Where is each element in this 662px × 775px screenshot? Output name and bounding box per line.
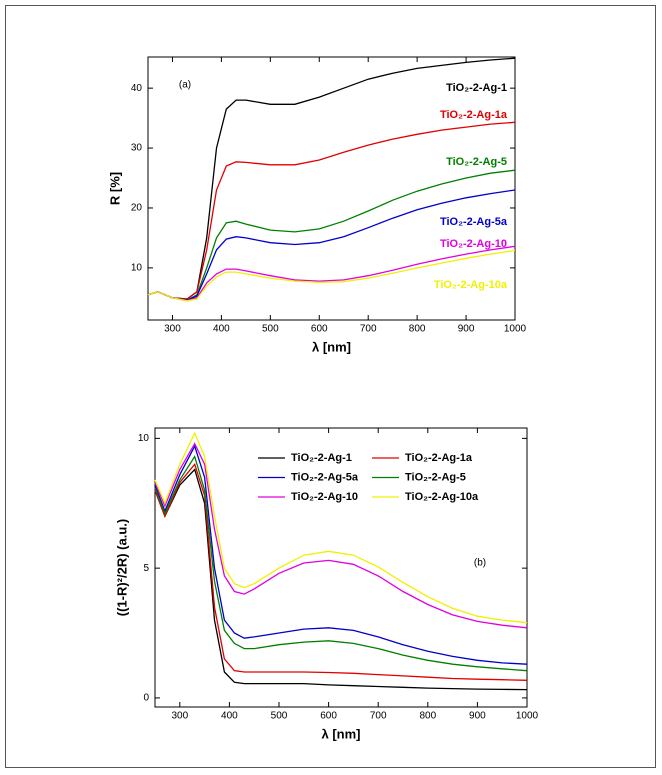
- series-label: TiO₂-2-Ag-5a: [440, 216, 508, 228]
- y-tick-label: 10: [138, 433, 150, 444]
- y-axis-title: R [%]: [107, 172, 122, 205]
- plot-frame: [154, 427, 528, 708]
- y-tick-label: 5: [143, 563, 149, 574]
- frame: [5, 5, 656, 768]
- x-tick-label: 1000: [516, 711, 539, 722]
- legend-label: TiO₂-2-Ag-10a: [405, 491, 479, 503]
- series-label: TiO₂-2-Ag-1: [446, 82, 507, 94]
- x-tick-label: 600: [320, 711, 337, 722]
- panel-label: (a): [179, 80, 191, 91]
- legend-label: TiO₂-2-Ag-5: [405, 471, 466, 483]
- x-tick-label: 700: [360, 324, 377, 335]
- series-label: TiO₂-2-Ag-1a: [440, 109, 508, 121]
- x-tick-label: 900: [469, 711, 486, 722]
- y-tick-label: 0: [143, 693, 149, 704]
- series-line: [154, 454, 528, 672]
- x-tick-label: 500: [262, 324, 279, 335]
- x-axis-title: λ [nm]: [312, 339, 351, 354]
- legend-label: TiO₂-2-Ag-5a: [291, 471, 359, 483]
- x-tick-label: 500: [271, 711, 288, 722]
- series-line: [147, 249, 516, 302]
- series-line: [154, 442, 528, 629]
- x-tick-label: 300: [164, 324, 181, 335]
- series-line: [154, 468, 528, 691]
- x-axis-title: λ [nm]: [322, 726, 361, 741]
- x-tick-label: 800: [419, 711, 436, 722]
- y-tick-label: 10: [131, 263, 143, 274]
- y-tick-label: 30: [131, 143, 143, 154]
- series-label: TiO₂-2-Ag-5: [446, 156, 507, 168]
- y-axis-title: ((1-R)²/2R) (a.u.): [114, 519, 129, 617]
- x-tick-label: 400: [221, 711, 238, 722]
- series-label: TiO₂-2-Ag-10: [440, 238, 507, 250]
- x-tick-label: 800: [409, 324, 426, 335]
- plot-frame: [147, 56, 516, 321]
- series-line: [154, 444, 528, 665]
- x-tick-label: 400: [213, 324, 230, 335]
- series-line: [154, 462, 528, 681]
- series-line: [154, 431, 528, 624]
- series-label: TiO₂-2-Ag-10a: [434, 279, 508, 291]
- series-line: [147, 189, 516, 301]
- x-tick-label: 1000: [504, 324, 527, 335]
- panel-label: (b): [474, 558, 486, 569]
- y-tick-label: 40: [131, 83, 143, 94]
- x-tick-label: 700: [370, 711, 387, 722]
- legend-label: TiO₂-2-Ag-1a: [405, 452, 473, 464]
- legend-label: TiO₂-2-Ag-10: [291, 491, 358, 503]
- series-line: [147, 121, 516, 300]
- legend-label: TiO₂-2-Ag-1: [291, 452, 352, 464]
- x-tick-label: 600: [311, 324, 328, 335]
- y-tick-label: 20: [131, 203, 143, 214]
- x-tick-label: 300: [171, 711, 188, 722]
- x-tick-label: 900: [458, 324, 475, 335]
